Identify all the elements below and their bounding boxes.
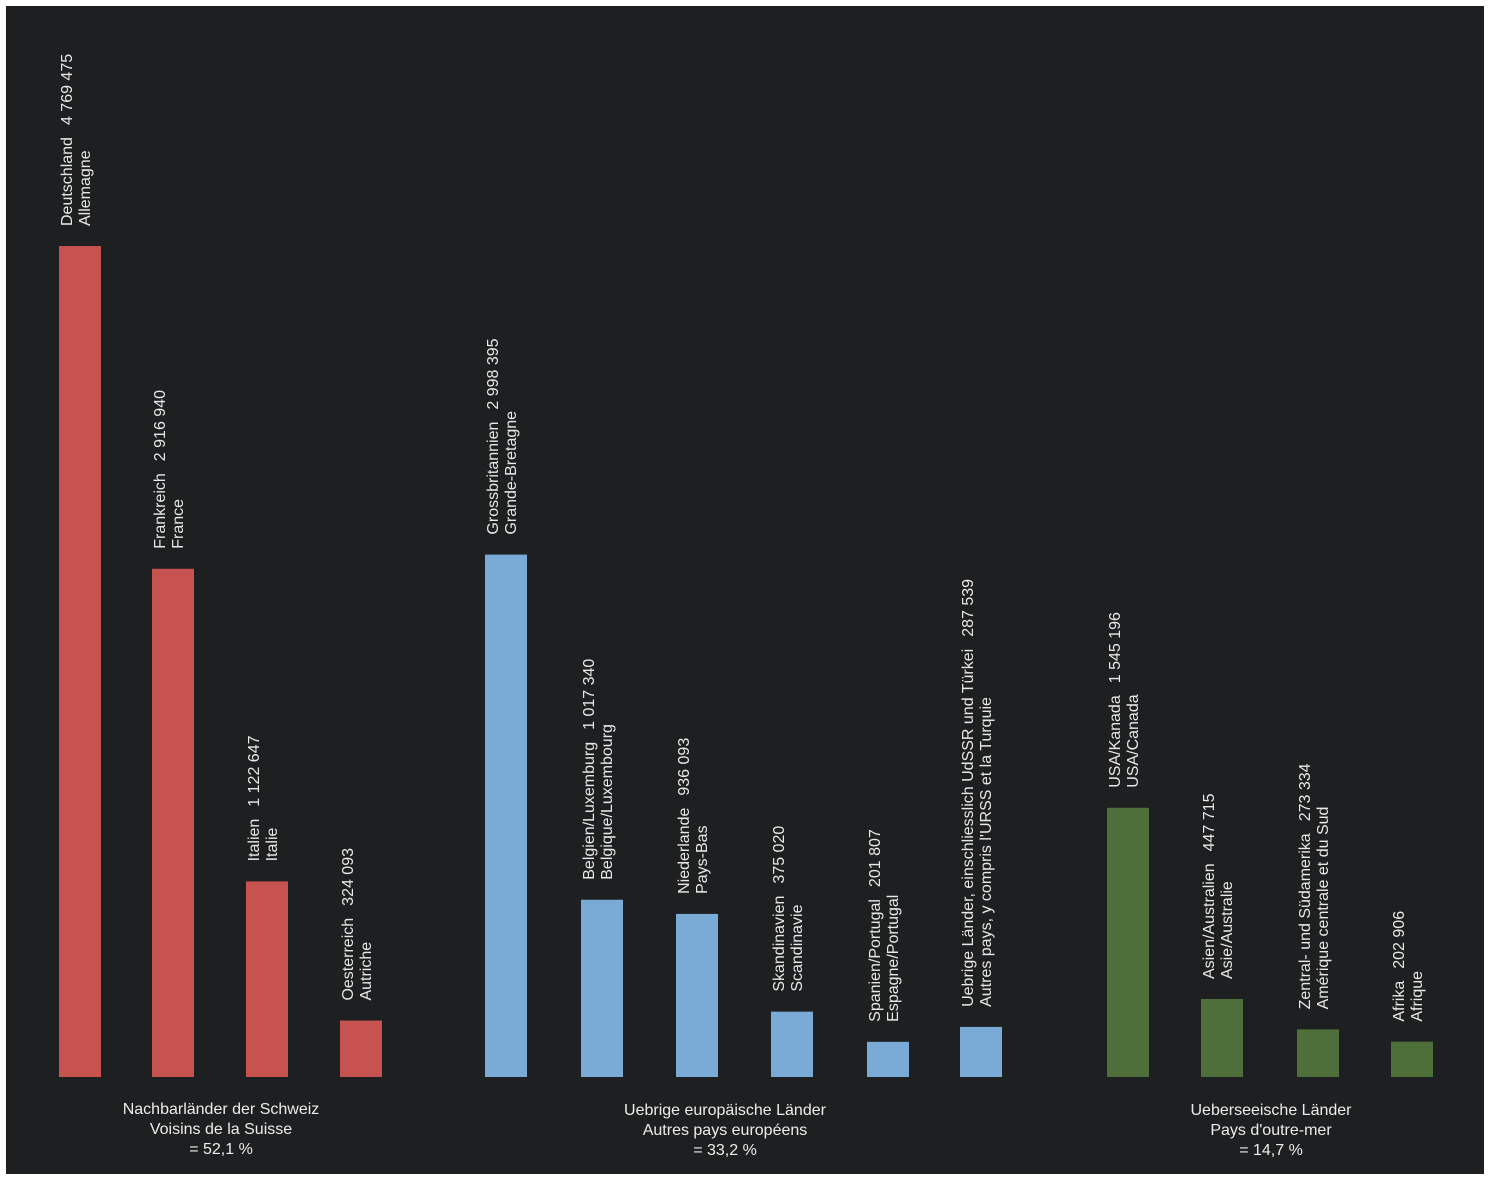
bar-2-0 <box>1107 807 1149 1077</box>
group-caption-fr-1: Autres pays européens <box>643 1122 808 1139</box>
group-caption-de-0: Nachbarländer der Schweiz <box>123 1101 320 1118</box>
group-share-2: = 14,7 % <box>1239 1142 1303 1159</box>
bar-1-3 <box>771 1011 813 1077</box>
bar-name-fr: France <box>170 499 187 549</box>
group-caption-de-2: Ueberseeische Länder <box>1191 1102 1353 1119</box>
bar-2-2 <box>1297 1029 1339 1077</box>
bar-label-1-0: Grossbritannien 2 998 395Grande-Bretagne <box>485 338 520 534</box>
bar-1-2 <box>676 913 718 1077</box>
bar-value-label: 287 539 <box>960 579 977 637</box>
bar-name-fr: Autres pays, y compris l'URSS et la Turq… <box>978 697 995 1007</box>
bar-name-fr: Scandinavie <box>789 904 806 991</box>
bar-0-2 <box>246 881 288 1077</box>
bar-value-label: 273 334 <box>1297 763 1314 821</box>
group-share-0: = 52,1 % <box>189 1141 253 1158</box>
bar-name-de: Asien/Australien <box>1201 863 1218 979</box>
bar-name-de: Oesterreich <box>340 918 357 1001</box>
bar-name-de: Afrika <box>1391 981 1408 1022</box>
bar-label-0-1: Frankreich 2 916 940 France <box>152 390 187 549</box>
bar-label-0-2: Italien 1 122 647 Italie <box>246 735 281 861</box>
bar-1-5 <box>960 1026 1002 1077</box>
bar-label-1-5: Uebrige Länder, einschliesslich UdSSR un… <box>960 579 995 1007</box>
bar-value-label: 1 545 196 <box>1107 612 1124 683</box>
bar-labels-layer: Deutschland 4 769 475 Allemagne Frankreich 2… <box>59 54 1426 1022</box>
bar-label-1-4: Spanien/Portugal 201 807Espagne/Portugal <box>867 829 902 1022</box>
group-captions-layer: Nachbarländer der Schweiz Voisins de la … <box>123 1101 1352 1159</box>
bar-label-1-1: Belgien/Luxemburg 1 017 340Belgique/Luxem… <box>581 659 616 880</box>
bar-name-de: USA/Kanada <box>1107 695 1124 788</box>
bar-value-label: 2 998 395 <box>485 338 502 409</box>
bar-name-de: Grossbritannien <box>485 422 502 535</box>
bar-label-0-0: Deutschland 4 769 475 Allemagne <box>59 54 94 226</box>
group-caption-fr-0: Voisins de la Suisse <box>150 1121 292 1138</box>
bar-value-label: 1 122 647 <box>246 735 263 806</box>
bar-name-de: Deutschland <box>59 137 76 226</box>
bar-value-label: 4 769 475 <box>59 54 76 125</box>
bar-name-fr: Pays-Bas <box>694 825 711 893</box>
bar-value-label: 375 020 <box>771 826 788 884</box>
bar-name-de: Belgien/Luxemburg <box>581 742 598 880</box>
bar-0-0 <box>59 246 101 1077</box>
bar-1-1 <box>581 899 623 1077</box>
bar-label-0-3: Oesterreich 324 093 Autriche <box>340 848 375 1001</box>
bar-label-2-3: Afrika 202 906Afrique <box>1391 911 1426 1022</box>
bar-label-2-1: Asien/Australien 447 715 Asie/Australie <box>1201 793 1236 979</box>
bar-name-de: Zentral- und Südamerika <box>1297 833 1314 1009</box>
bar-label-1-3: Skandinavien 375 020 Scandinavie <box>771 826 806 992</box>
bar-name-fr: Allemagne <box>77 150 94 226</box>
bar-value-label: 324 093 <box>340 848 357 906</box>
bar-value-label: 1 017 340 <box>581 659 598 730</box>
bar-label-2-0: USA/Kanada 1 545 196USA/Canada <box>1107 612 1142 788</box>
bar-value-label: 936 093 <box>676 738 693 796</box>
bar-label-2-2: Zentral- und Südamerika 273 334Amérique c… <box>1297 763 1332 1009</box>
group-share-1: = 33,2 % <box>693 1142 757 1159</box>
bars-layer <box>59 246 1433 1077</box>
bar-value-label: 2 916 940 <box>152 390 169 461</box>
bar-name-fr: Espagne/Portugal <box>885 895 902 1022</box>
bar-name-fr: Amérique centrale et du Sud <box>1315 807 1332 1010</box>
bar-name-fr: Italie <box>264 827 281 861</box>
group-caption-de-1: Uebrige europäische Länder <box>624 1102 827 1119</box>
bar-2-3 <box>1391 1041 1433 1077</box>
bar-name-de: Niederlande <box>676 808 693 894</box>
bar-name-de: Frankreich <box>152 473 169 549</box>
bar-name-de: Spanien/Portugal <box>867 899 884 1022</box>
bar-name-fr: Belgique/Luxembourg <box>599 724 616 880</box>
bar-1-0 <box>485 554 527 1077</box>
bar-label-1-2: Niederlande 936 093 Pays-Bas <box>676 738 711 894</box>
bar-value-label: 447 715 <box>1201 793 1218 851</box>
bar-name-fr: Afrique <box>1409 971 1426 1022</box>
bar-name-de: Italien <box>246 819 263 862</box>
group-caption-fr-2: Pays d'outre-mer <box>1210 1122 1332 1139</box>
bar-name-de: Skandinavien <box>771 896 788 992</box>
bar-name-de: Uebrige Länder, einschliesslich UdSSR un… <box>960 649 977 1007</box>
bar-value-label: 201 807 <box>867 829 884 887</box>
bar-name-fr: Autriche <box>358 942 375 1001</box>
bar-name-fr: Asie/Australie <box>1219 881 1236 979</box>
bar-2-1 <box>1201 998 1243 1077</box>
bar-name-fr: USA/Canada <box>1125 694 1142 787</box>
bar-value-label: 202 906 <box>1391 911 1408 969</box>
bar-0-3 <box>340 1020 382 1077</box>
bar-0-1 <box>152 568 194 1077</box>
bar-1-4 <box>867 1041 909 1077</box>
bar-name-fr: Grande-Bretagne <box>503 411 520 535</box>
